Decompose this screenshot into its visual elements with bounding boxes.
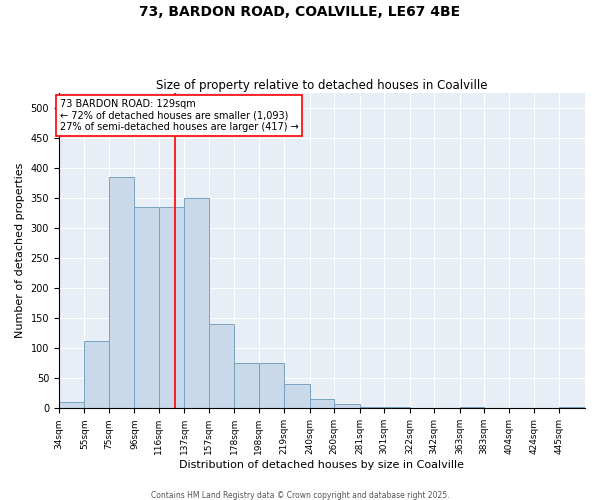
Bar xyxy=(59,402,85,408)
Bar xyxy=(109,177,134,408)
Bar xyxy=(460,407,484,408)
Y-axis label: Number of detached properties: Number of detached properties xyxy=(15,163,25,338)
Bar xyxy=(184,198,209,408)
Text: 73, BARDON ROAD, COALVILLE, LE67 4BE: 73, BARDON ROAD, COALVILLE, LE67 4BE xyxy=(139,5,461,19)
Bar xyxy=(259,364,284,408)
X-axis label: Distribution of detached houses by size in Coalville: Distribution of detached houses by size … xyxy=(179,460,464,470)
Bar xyxy=(284,384,310,408)
Title: Size of property relative to detached houses in Coalville: Size of property relative to detached ho… xyxy=(156,79,488,92)
Bar xyxy=(559,407,585,408)
Bar xyxy=(134,207,159,408)
Bar xyxy=(334,404,360,408)
Bar xyxy=(360,406,384,408)
Bar xyxy=(159,207,184,408)
Text: Contains HM Land Registry data © Crown copyright and database right 2025.: Contains HM Land Registry data © Crown c… xyxy=(151,490,449,500)
Bar xyxy=(85,340,109,408)
Bar xyxy=(310,400,334,408)
Bar xyxy=(384,407,410,408)
Bar xyxy=(209,324,234,408)
Bar xyxy=(234,364,259,408)
Text: 73 BARDON ROAD: 129sqm
← 72% of detached houses are smaller (1,093)
27% of semi-: 73 BARDON ROAD: 129sqm ← 72% of detached… xyxy=(59,99,298,132)
